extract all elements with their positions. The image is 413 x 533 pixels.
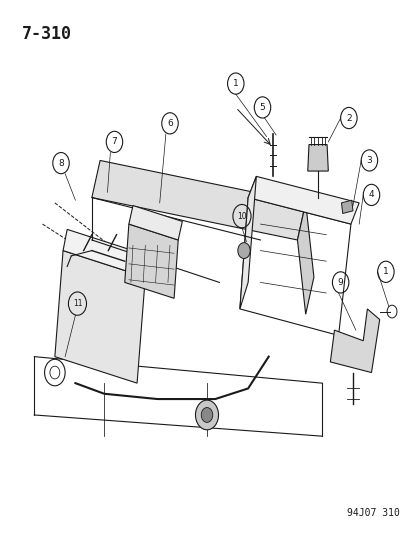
Polygon shape (330, 309, 379, 373)
Polygon shape (247, 176, 358, 224)
Text: 1: 1 (382, 268, 388, 276)
Text: 1: 1 (233, 79, 238, 88)
Polygon shape (239, 176, 256, 309)
Text: 7-310: 7-310 (22, 25, 72, 43)
Text: 2: 2 (345, 114, 351, 123)
Text: 4: 4 (368, 190, 373, 199)
Text: 6: 6 (167, 119, 173, 128)
Text: 11: 11 (73, 299, 82, 308)
Polygon shape (297, 203, 313, 314)
Text: 7: 7 (112, 138, 117, 147)
Polygon shape (341, 200, 352, 214)
Text: 5: 5 (259, 103, 265, 112)
Text: 9: 9 (337, 278, 343, 287)
Circle shape (195, 400, 218, 430)
Circle shape (237, 243, 249, 259)
Text: 94J07 310: 94J07 310 (347, 508, 399, 519)
Polygon shape (55, 251, 145, 383)
Polygon shape (124, 224, 178, 298)
Text: 10: 10 (237, 212, 246, 221)
Circle shape (201, 408, 212, 422)
Text: 8: 8 (58, 159, 64, 167)
Polygon shape (92, 160, 305, 240)
Polygon shape (63, 229, 149, 277)
Polygon shape (307, 144, 328, 171)
Polygon shape (128, 206, 182, 240)
Text: 3: 3 (366, 156, 371, 165)
